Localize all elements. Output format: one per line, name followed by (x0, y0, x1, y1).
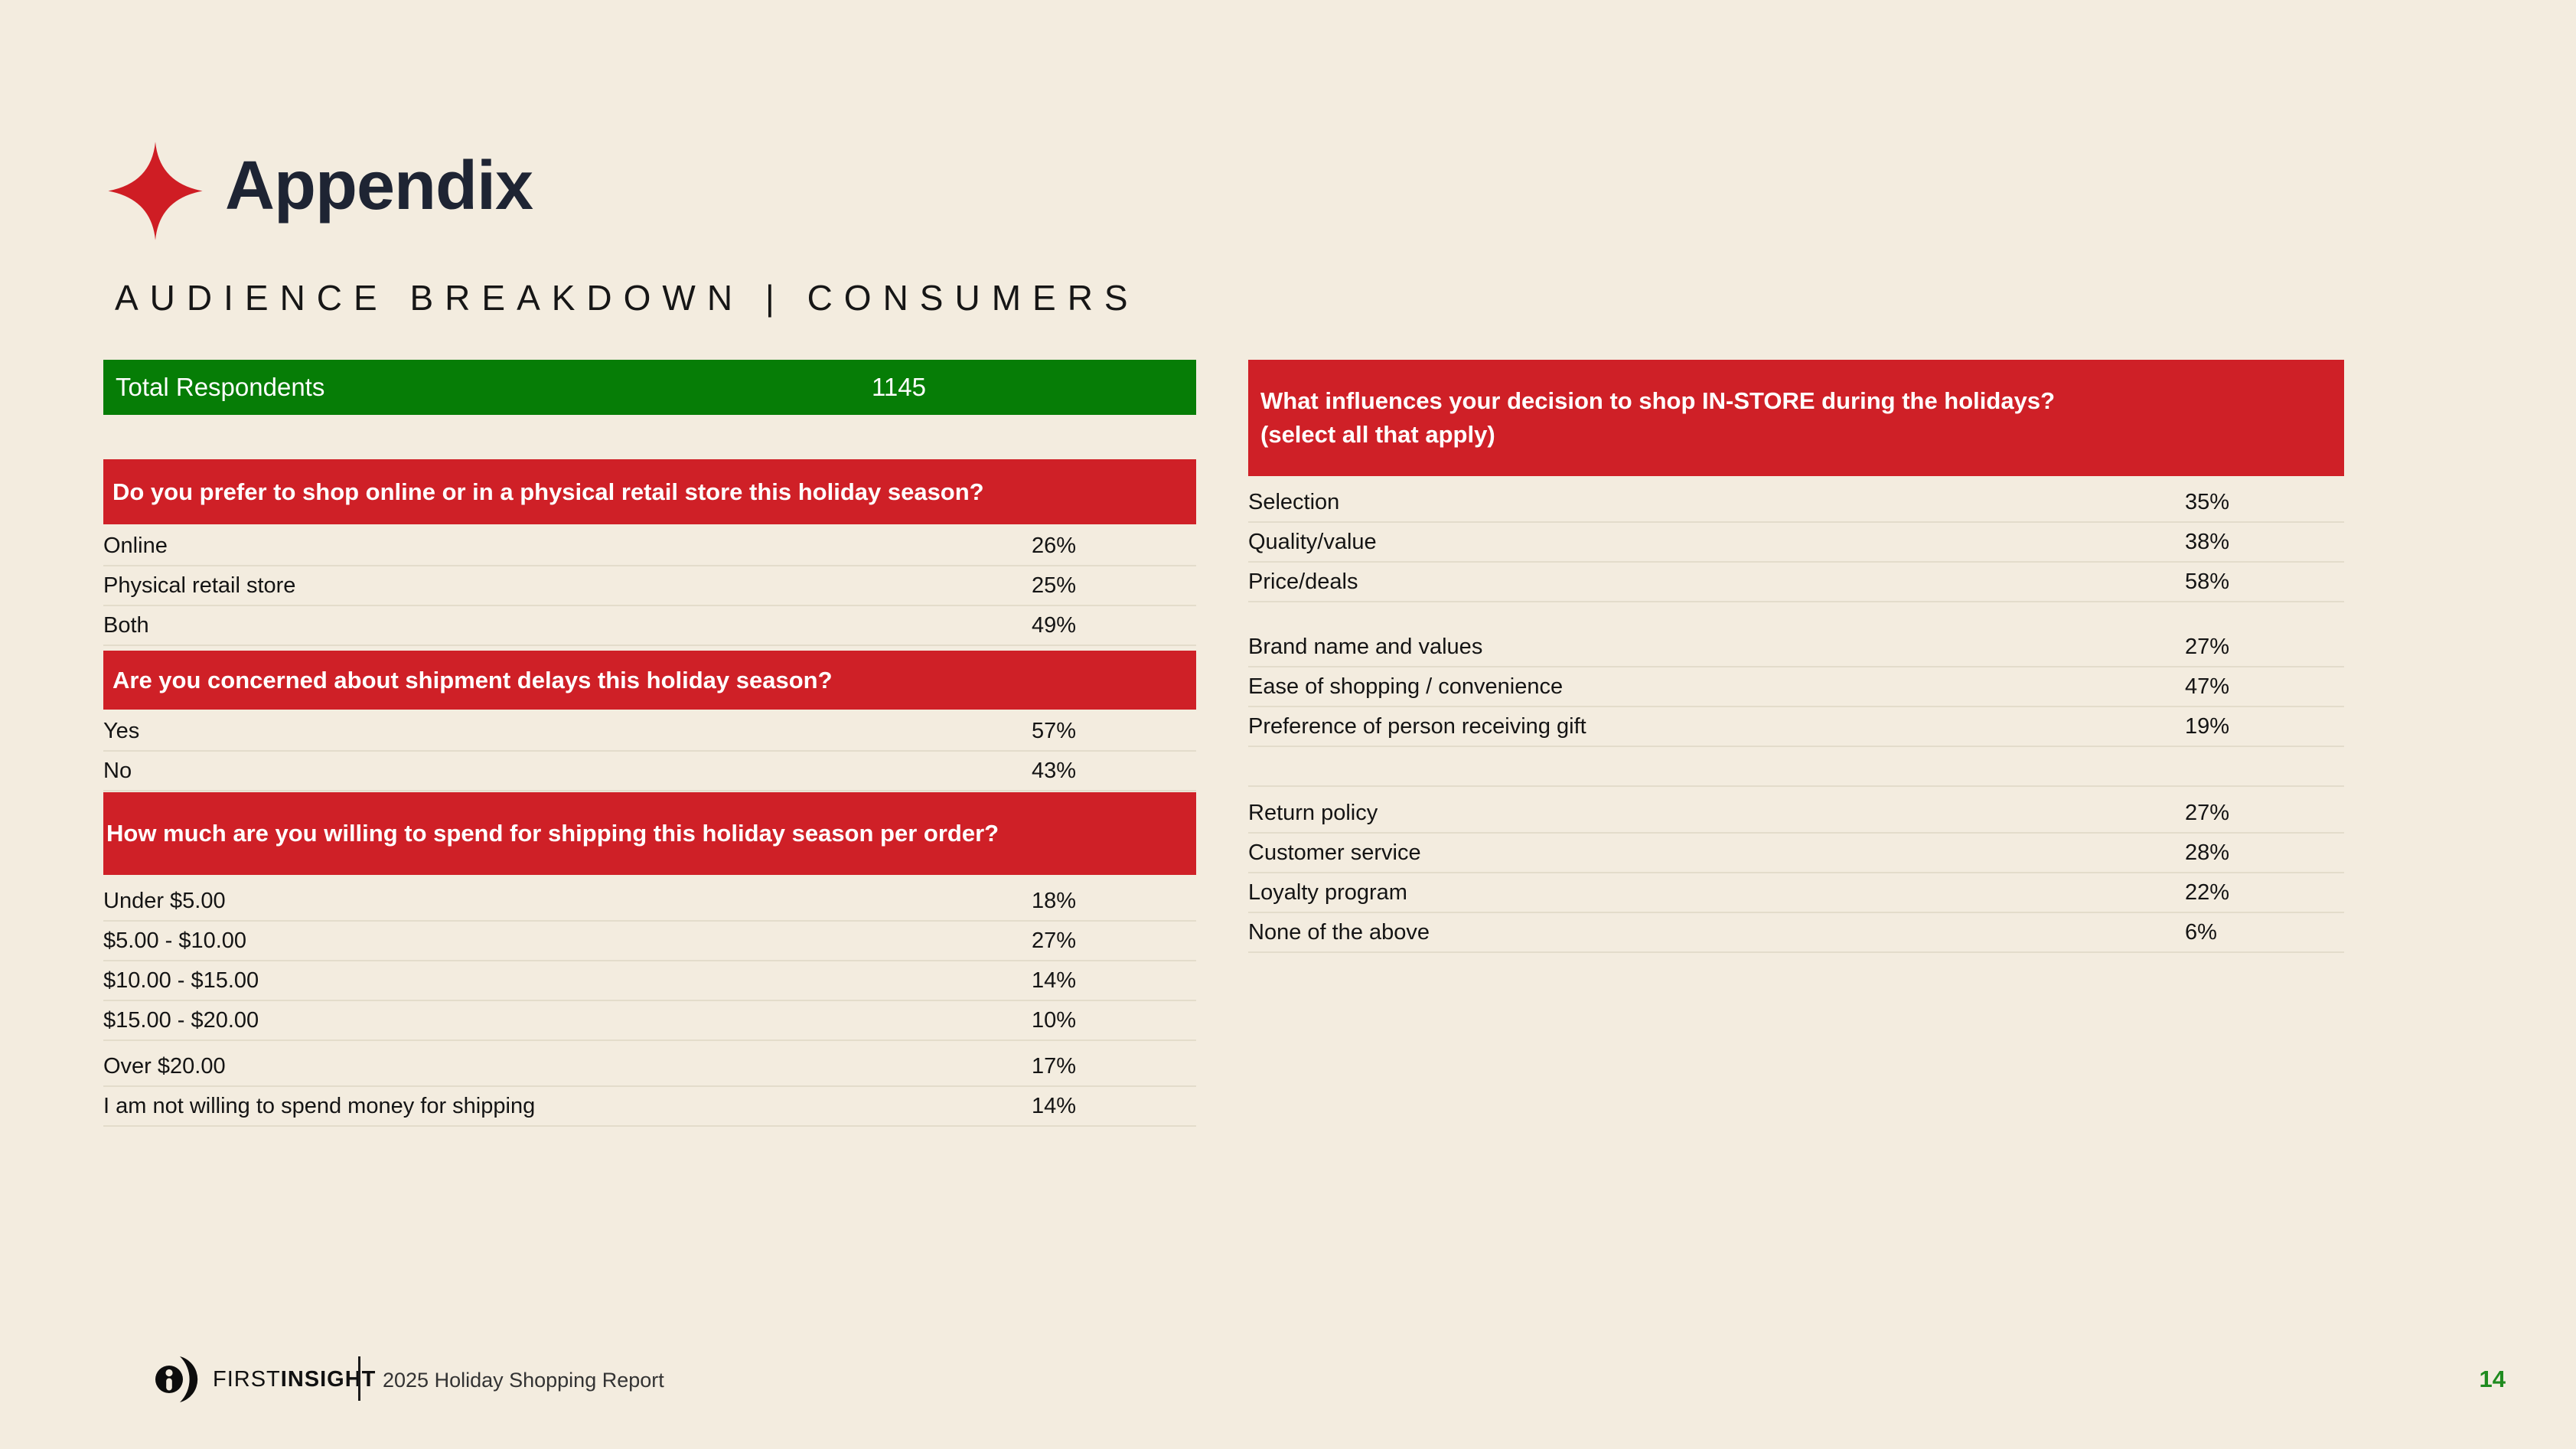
table-row: None of the above 6% (1248, 913, 2344, 953)
row-label: Under $5.00 (103, 888, 226, 913)
row-value: 14% (1032, 968, 1077, 993)
page-title: Appendix (225, 147, 533, 224)
firstinsight-wordmark: FIRSTINSIGHT (213, 1367, 376, 1392)
firstinsight-logo-icon (155, 1356, 198, 1402)
row-value: 22% (2185, 880, 2230, 905)
table-row: Price/deals 58% (1248, 563, 2344, 602)
row-value: 26% (1032, 533, 1077, 558)
table-row: Ease of shopping / convenience 47% (1248, 667, 2344, 707)
row-label: Online (103, 533, 168, 558)
row-label: $5.00 - $10.00 (103, 928, 247, 953)
page-subtitle: AUDIENCE BREAKDOWN | CONSUMERS (115, 278, 1140, 318)
row-value: 27% (2185, 634, 2230, 659)
row-label: Both (103, 612, 149, 638)
row-label: Loyalty program (1248, 880, 1407, 905)
row-label: I am not willing to spend money for ship… (103, 1093, 536, 1118)
row-label: $10.00 - $15.00 (103, 968, 259, 993)
table-row: Both 49% (103, 606, 1196, 646)
row-label: Over $20.00 (103, 1053, 226, 1079)
table-row: Return policy 27% (1248, 794, 2344, 834)
row-value: 14% (1032, 1093, 1077, 1118)
left-column: Total Respondents 1145 Do you prefer to … (103, 360, 1196, 1127)
question-header-instore-influence: What influences your decision to shop IN… (1248, 360, 2344, 476)
sparkle-star-icon (108, 142, 203, 240)
row-label: Brand name and values (1248, 634, 1483, 659)
row-label: Quality/value (1248, 529, 1377, 554)
report-title: 2025 Holiday Shopping Report (383, 1369, 664, 1392)
answer-rows: Under $5.00 18% $5.00 - $10.00 27% $10.0… (103, 882, 1196, 1127)
answer-rows: Online 26% Physical retail store 25% Bot… (103, 527, 1196, 646)
brand-first: FIRST (213, 1367, 281, 1392)
right-column: What influences your decision to shop IN… (1248, 360, 2344, 953)
row-value: 43% (1032, 758, 1077, 783)
answer-rows-group-2: Brand name and values 27% Ease of shoppi… (1248, 628, 2344, 787)
row-value: 27% (2185, 800, 2230, 825)
total-respondents-value: 1145 (872, 373, 926, 401)
row-value: 38% (2185, 529, 2230, 554)
table-row: Over $20.00 17% (103, 1047, 1196, 1087)
table-row: Selection 35% (1248, 483, 2344, 523)
row-label: Selection (1248, 489, 1340, 514)
table-row: Brand name and values 27% (1248, 628, 2344, 667)
table-row: I am not willing to spend money for ship… (103, 1087, 1196, 1127)
row-label: Ease of shopping / convenience (1248, 674, 1564, 699)
table-row: Physical retail store 25% (103, 566, 1196, 606)
brand-insight: INSIGHT (280, 1367, 377, 1392)
row-value: 27% (1032, 928, 1077, 953)
question-text-line2: (select all that apply) (1260, 421, 1495, 448)
table-row: $5.00 - $10.00 27% (103, 922, 1196, 961)
footer-divider (358, 1356, 360, 1401)
table-row: Online 26% (103, 527, 1196, 566)
row-label: No (103, 758, 132, 783)
question-header-shop-preference: Do you prefer to shop online or in a phy… (103, 459, 1196, 524)
group-spacer (1248, 602, 2344, 628)
footer: FIRSTINSIGHT 2025 Holiday Shopping Repor… (0, 1353, 2576, 1407)
table-row: Quality/value 38% (1248, 523, 2344, 563)
row-value: 47% (2185, 674, 2230, 699)
question-text: How much are you willing to spend for sh… (106, 820, 999, 847)
row-value: 25% (1032, 573, 1077, 598)
row-label: $15.00 - $20.00 (103, 1007, 259, 1033)
row-value: 49% (1032, 612, 1077, 638)
question-text: Do you prefer to shop online or in a phy… (112, 478, 984, 505)
table-row: No 43% (103, 752, 1196, 791)
answer-rows-group-1: Selection 35% Quality/value 38% Price/de… (1248, 483, 2344, 602)
row-value: 19% (2185, 713, 2230, 739)
question-header-shipping-spend: How much are you willing to spend for sh… (103, 792, 1196, 875)
table-row: $15.00 - $20.00 10% (103, 1001, 1196, 1041)
row-label: Price/deals (1248, 569, 1358, 594)
total-respondents-bar: Total Respondents 1145 (103, 360, 1196, 415)
row-label: None of the above (1248, 919, 1430, 945)
table-row: Customer service 28% (1248, 834, 2344, 873)
table-row: Under $5.00 18% (103, 882, 1196, 922)
row-value: 57% (1032, 718, 1077, 743)
row-label: Customer service (1248, 840, 1421, 865)
total-respondents-label: Total Respondents (116, 373, 325, 401)
row-value: 10% (1032, 1007, 1077, 1033)
row-label: Return policy (1248, 800, 1378, 825)
empty-row (1248, 747, 2344, 787)
row-value: 35% (2185, 489, 2230, 514)
row-value: 28% (2185, 840, 2230, 865)
row-label: Yes (103, 718, 140, 743)
title-block: Appendix (104, 141, 533, 241)
table-row: Preference of person receiving gift 19% (1248, 707, 2344, 747)
row-value: 18% (1032, 888, 1077, 913)
row-label: Physical retail store (103, 573, 296, 598)
question-text: Are you concerned about shipment delays … (112, 666, 833, 693)
row-value: 58% (2185, 569, 2230, 594)
row-label: Preference of person receiving gift (1248, 713, 1586, 739)
table-row: $10.00 - $15.00 14% (103, 961, 1196, 1001)
row-value: 6% (2185, 919, 2217, 945)
answer-rows-group-3: Return policy 27% Customer service 28% L… (1248, 794, 2344, 953)
question-header-shipment-delays: Are you concerned about shipment delays … (103, 651, 1196, 710)
page-number: 14 (2479, 1366, 2506, 1392)
row-value: 17% (1032, 1053, 1077, 1079)
answer-rows: Yes 57% No 43% (103, 712, 1196, 791)
table-row: Yes 57% (103, 712, 1196, 752)
table-row: Loyalty program 22% (1248, 873, 2344, 913)
question-text-line1: What influences your decision to shop IN… (1260, 387, 2056, 414)
